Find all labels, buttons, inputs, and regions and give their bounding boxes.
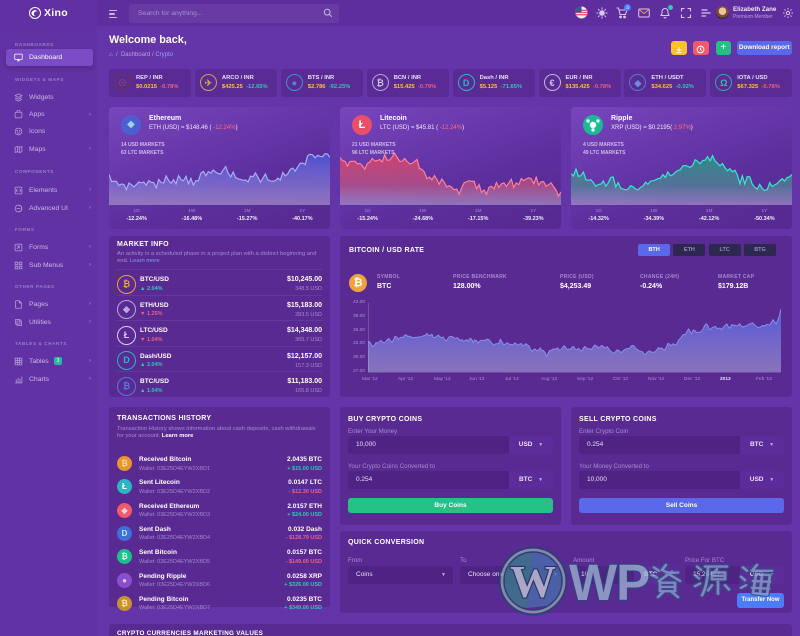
svg-text:WP: WP — [569, 554, 649, 611]
svg-text:W: W — [510, 556, 556, 607]
